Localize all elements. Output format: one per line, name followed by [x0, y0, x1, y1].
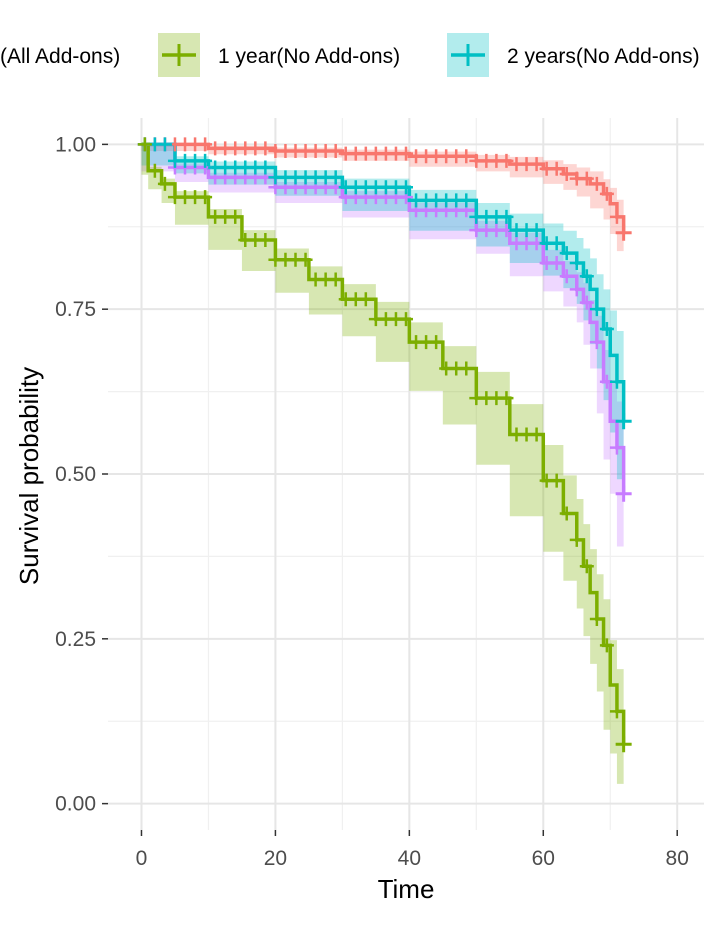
- legend: (All Add-ons) 1 year(No Add-ons) 2 years(N…: [0, 33, 700, 77]
- censor-mark: [459, 149, 474, 164]
- y-axis-title: Survival probability: [14, 367, 44, 585]
- axes: Survival probability Time 0 20 40 60 80 0.00 0…: [14, 133, 689, 904]
- confidence-band: [141, 144, 624, 547]
- censor-mark: [459, 193, 474, 208]
- censor-mark: [298, 252, 313, 267]
- censor-mark: [198, 153, 213, 168]
- censor-mark: [258, 160, 273, 175]
- censor-mark: [399, 180, 413, 195]
- censor-mark: [137, 137, 152, 152]
- legend-label: (All Add-ons): [0, 45, 120, 68]
- censor-mark: [328, 143, 343, 158]
- legend-label: 1 year(No Add-ons): [218, 45, 400, 68]
- censor-mark: [549, 236, 564, 251]
- censor-mark: [328, 170, 343, 185]
- censor-mark: [399, 312, 413, 327]
- censor-mark: [579, 171, 594, 186]
- confidence-bands: [141, 144, 624, 784]
- confidence-band: [141, 144, 624, 480]
- y-tick-label: 0.00: [55, 793, 96, 816]
- censor-mark: [198, 190, 213, 205]
- censor-mark: [529, 223, 544, 238]
- censor-mark: [399, 146, 413, 161]
- censor-mark: [579, 269, 594, 284]
- censor-mark: [569, 282, 584, 297]
- censor-mark: [589, 335, 604, 350]
- censor-mark: [258, 141, 273, 156]
- censor-mark: [559, 167, 574, 182]
- censor-mark: [549, 473, 564, 488]
- censor-marks: [137, 137, 632, 753]
- censor-mark: [579, 295, 594, 310]
- censor-mark: [228, 209, 243, 224]
- censor-mark: [529, 427, 544, 442]
- censor-mark: [569, 256, 584, 271]
- y-tick-label: 0.75: [55, 298, 96, 321]
- legend-label: 2 years(No Add-ons): [507, 45, 700, 68]
- censor-mark: [599, 186, 614, 201]
- censor-mark: [579, 559, 594, 574]
- censor-mark: [599, 638, 614, 653]
- y-tick-label: 0.25: [55, 628, 96, 651]
- censor-mark: [549, 256, 564, 271]
- censor-mark: [559, 269, 574, 284]
- censor-mark: [198, 137, 213, 152]
- censor-mark: [609, 209, 624, 224]
- censor-mark: [559, 246, 574, 261]
- censor-mark: [615, 736, 632, 753]
- censor-mark: [157, 176, 172, 191]
- censor-mark: [499, 209, 514, 224]
- censor-mark: [609, 440, 624, 455]
- censor-mark: [609, 374, 624, 389]
- censor-mark: [599, 321, 614, 336]
- censor-mark: [589, 302, 604, 317]
- x-tick-label: 80: [666, 847, 689, 870]
- censor-mark: [569, 532, 584, 547]
- censor-mark: [157, 137, 172, 152]
- x-tick-label: 0: [136, 847, 148, 870]
- y-tick-label: 0.50: [55, 463, 96, 486]
- censor-mark: [589, 612, 604, 627]
- censor-mark: [529, 157, 544, 172]
- censor-mark: [549, 161, 564, 176]
- censor-mark: [615, 224, 632, 241]
- x-axis-title: Time: [378, 874, 435, 904]
- censor-mark: [429, 335, 444, 350]
- confidence-band: [141, 144, 624, 784]
- confidence-band: [141, 144, 624, 252]
- x-tick-label: 20: [264, 847, 287, 870]
- censor-mark: [609, 704, 624, 719]
- x-tick-label: 40: [398, 847, 421, 870]
- censor-mark: [258, 232, 273, 247]
- censor-mark: [147, 163, 162, 178]
- x-tick-label: 60: [532, 847, 555, 870]
- censor-mark: [499, 391, 514, 406]
- censor-mark: [615, 485, 632, 502]
- censor-mark: [559, 506, 574, 521]
- censor-mark: [358, 292, 373, 307]
- y-tick-label: 1.00: [55, 133, 96, 156]
- censor-mark: [328, 272, 343, 287]
- censor-mark: [499, 153, 514, 168]
- censor-mark: [589, 176, 604, 191]
- censor-mark: [459, 361, 474, 376]
- censor-mark: [615, 413, 632, 430]
